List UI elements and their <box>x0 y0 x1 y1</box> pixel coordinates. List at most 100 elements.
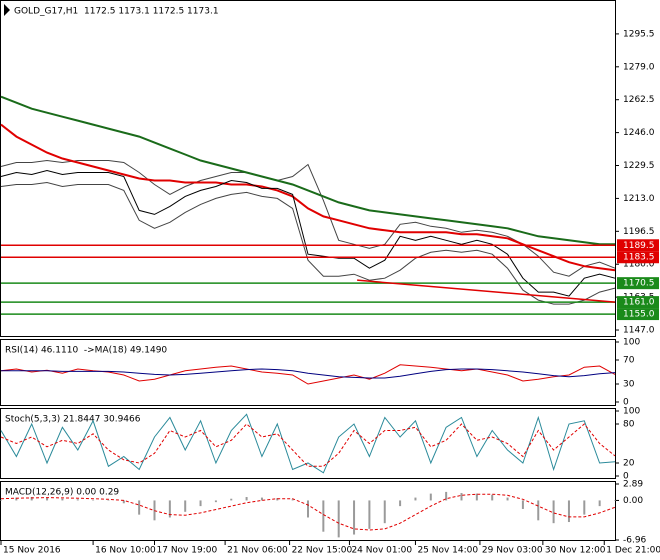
histogram-bar <box>0 500 2 501</box>
symbol-arrow <box>4 4 10 16</box>
level-label-box <box>617 239 659 252</box>
x-tick-label: 30 Nov 12:00 <box>545 546 606 556</box>
series-line <box>1 368 616 379</box>
series-line <box>0 181 616 305</box>
panel-title: RSI(14) 46.1110 ->MA(18) 49.1490 <box>5 346 167 356</box>
y-tick-label: 20 <box>623 459 635 469</box>
x-tick-label: 17 Nov 19:00 <box>157 546 218 556</box>
histogram-bar <box>15 497 18 501</box>
histogram-bar <box>122 500 125 504</box>
y-tick-label: 0 <box>623 472 629 482</box>
y-tick-label: 1262.5 <box>623 95 655 105</box>
level-label-box <box>617 277 659 290</box>
histogram-bar <box>368 500 371 529</box>
histogram-bar <box>383 500 386 524</box>
level-label-box <box>617 296 659 309</box>
histogram-bar <box>76 499 79 501</box>
histogram-bar <box>138 500 141 515</box>
level-label-box <box>617 308 659 321</box>
trend-line <box>357 279 616 303</box>
macd-frame <box>0 481 616 541</box>
rsi-frame <box>0 339 616 406</box>
series-line <box>0 413 616 474</box>
series-line <box>0 123 616 272</box>
histogram-bar <box>322 500 325 532</box>
histogram-bar <box>614 500 616 501</box>
histogram-bar <box>491 494 494 501</box>
price-frame <box>0 0 616 337</box>
y-tick-label: 0 <box>623 398 629 408</box>
histogram-bar <box>245 497 248 501</box>
x-tick-label: 25 Nov 14:00 <box>417 546 478 556</box>
series-line <box>0 423 616 467</box>
panel-title: GOLD_G17,H1 1172.5 1173.1 1172.5 1173.1 <box>14 7 219 17</box>
histogram-bar <box>46 497 49 501</box>
y-tick-label: 1229.5 <box>623 161 655 171</box>
y-tick-label: 100 <box>623 407 640 417</box>
y-tick-label: 1147.0 <box>623 326 655 336</box>
histogram-bar <box>307 500 309 518</box>
level-label-box <box>617 251 659 264</box>
x-tick-label: 29 Nov 03:00 <box>482 546 543 556</box>
histogram-bar <box>184 500 187 512</box>
histogram-bar <box>61 498 64 501</box>
series-line <box>0 159 616 277</box>
y-tick-label: 70 <box>623 356 635 366</box>
x-tick-label: 22 Nov 15:00 <box>292 546 353 556</box>
histogram-bar <box>92 499 95 501</box>
histogram-bar <box>291 499 294 501</box>
x-tick-label: 1 Dec 21:00 <box>606 546 660 556</box>
y-tick-label: 1279.0 <box>623 62 655 72</box>
histogram-bar <box>506 497 509 501</box>
panel-title: Stoch(5,3,3) 21.8447 30.9466 <box>5 415 141 425</box>
histogram-bar <box>214 500 217 503</box>
series-line <box>0 95 615 246</box>
y-tick-label: 1246.0 <box>623 128 655 138</box>
histogram-bar <box>276 498 279 501</box>
series-line <box>0 493 616 531</box>
x-tick-label: 24 Nov 01:00 <box>351 546 412 556</box>
y-tick-label: 1295.5 <box>623 29 655 39</box>
histogram-bar <box>230 498 233 501</box>
series-line <box>0 169 616 297</box>
histogram-bar <box>199 500 202 507</box>
histogram-bar <box>598 500 601 507</box>
y-tick-label: 100 <box>623 338 640 348</box>
y-tick-label: 1196.5 <box>623 227 655 237</box>
y-tick-label: 1213.0 <box>623 194 655 204</box>
x-tick-label: 16 Nov 10:00 <box>95 546 156 556</box>
series-line <box>0 364 616 385</box>
x-tick-label: 15 Nov 2016 <box>3 546 61 556</box>
y-tick-label: -6.96 <box>623 536 647 546</box>
histogram-bar <box>429 493 432 501</box>
histogram-bar <box>414 497 417 501</box>
level-label: 1155.0 <box>623 310 655 320</box>
stoch-frame <box>0 408 616 479</box>
x-tick-label: 21 Nov 06:00 <box>227 546 288 556</box>
histogram-bar <box>460 493 463 501</box>
histogram-bar <box>107 500 110 501</box>
histogram-bar <box>30 497 33 501</box>
histogram-bar <box>583 500 586 515</box>
histogram-bar <box>168 500 171 518</box>
histogram-bar <box>475 493 478 501</box>
histogram-bar <box>260 497 263 501</box>
histogram-bar <box>552 500 555 524</box>
histogram-bar <box>399 500 402 507</box>
histogram-bar <box>353 500 356 535</box>
panel-title: MACD(12,26,9) 0.00 0.29 <box>5 488 119 498</box>
level-label: 1183.5 <box>623 253 655 263</box>
y-tick-label: 2.89 <box>623 480 643 490</box>
histogram-bar <box>567 500 570 523</box>
histogram-bar <box>445 491 448 501</box>
y-tick-label: 80 <box>623 420 635 430</box>
level-label: 1170.5 <box>623 279 655 289</box>
level-label: 1189.5 <box>623 241 655 251</box>
y-tick-label: 0.00 <box>623 496 643 506</box>
histogram-bar <box>537 500 540 521</box>
y-tick-label: 30 <box>623 380 635 390</box>
level-label: 1161.0 <box>623 298 655 308</box>
histogram-bar <box>337 500 340 538</box>
y-tick-label: 1180.0 <box>623 260 655 270</box>
